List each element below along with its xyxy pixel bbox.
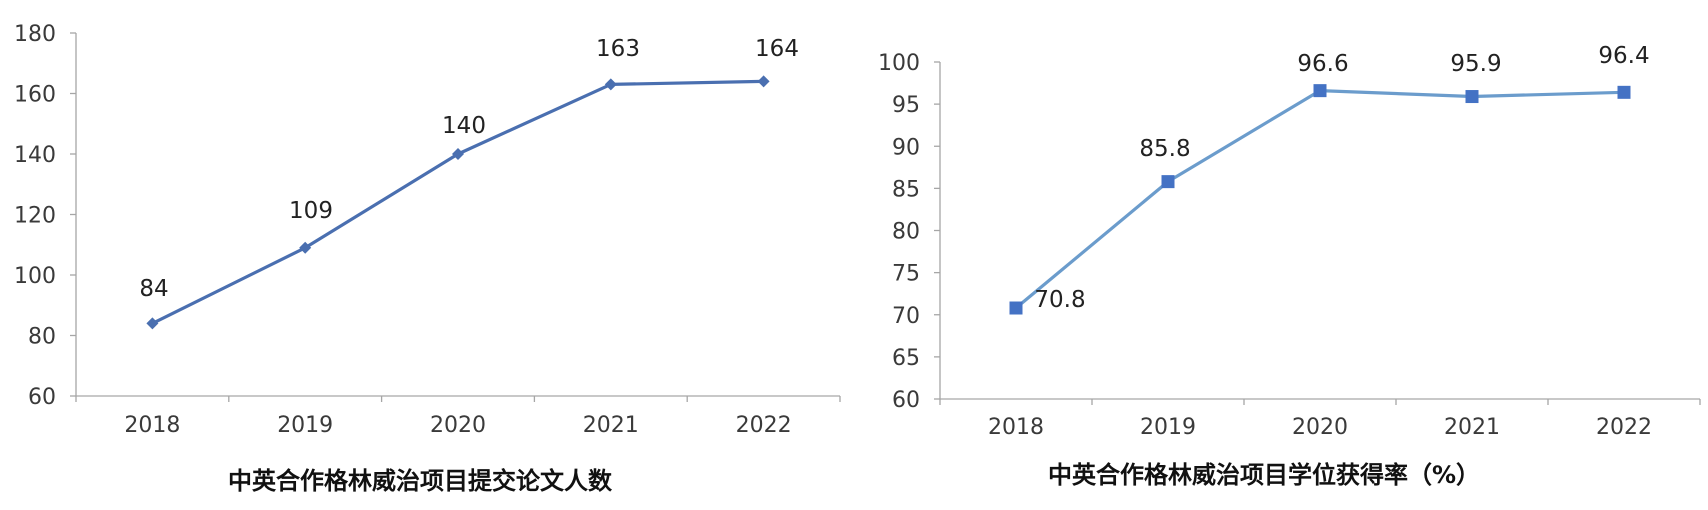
data-label: 164 [755,36,799,62]
data-label: 96.6 [1297,51,1348,77]
x-tick-label: 2020 [430,413,486,438]
data-point-marker [757,75,770,88]
x-tick-label: 2022 [1596,415,1652,440]
data-label: 95.9 [1450,51,1501,77]
data-label: 96.4 [1598,43,1649,69]
x-tick-label: 2021 [583,413,639,438]
y-tick-label: 65 [892,346,920,371]
data-point-marker [1161,175,1175,189]
y-tick-label: 80 [892,220,920,245]
y-tick-label: 120 [14,204,56,229]
y-tick-label: 90 [892,135,920,160]
y-tick-label: 85 [892,177,920,202]
data-label: 109 [289,198,333,224]
y-tick-label: 95 [892,93,920,118]
x-tick-label: 2022 [736,413,792,438]
series-line [1014,88,1625,310]
y-tick-label: 140 [14,143,56,168]
y-tick-label: 100 [14,264,56,289]
data-label: 163 [596,36,640,62]
y-tick-label: 60 [892,388,920,413]
chart-1: 60 80 100 120 140 160 180 2018 2019 2020 2021 2022 8… [14,22,841,495]
x-tick-label: 2019 [1140,415,1196,440]
y-tick-label: 160 [14,83,56,108]
data-label: 140 [442,113,486,139]
data-label: 84 [139,276,168,302]
data-point-marker [452,148,464,160]
y-tick-label: 80 [28,325,56,350]
chart-title: 中英合作格林威治项目提交论文人数 [228,467,613,495]
data-point-marker [1313,84,1327,98]
x-tick-label: 2021 [1444,415,1500,440]
data-point-marker [146,317,159,330]
data-point-marker [1617,85,1631,99]
y-tick-label: 180 [14,22,56,47]
chart-title: 中英合作格林威治项目学位获得率（%） [1048,461,1480,489]
data-label: 85.8 [1139,136,1190,162]
data-point-marker [1009,301,1023,315]
chart-2: 60 65 70 75 80 85 90 95 100 2018 2019 2020 2021 2022 7… [878,43,1701,489]
y-tick-label: 100 [878,51,920,76]
data-point-marker [1465,90,1479,104]
x-tick-label: 2018 [124,413,180,438]
data-point-marker [299,241,312,254]
data-label: 70.8 [1034,287,1085,313]
y-tick-label: 75 [892,262,920,287]
x-tick-label: 2019 [277,413,333,438]
data-point-marker [604,78,617,91]
y-tick-label: 60 [28,385,56,410]
x-tick-label: 2020 [1292,415,1348,440]
x-tick-label: 2018 [988,415,1044,440]
y-tick-label: 70 [892,304,920,329]
